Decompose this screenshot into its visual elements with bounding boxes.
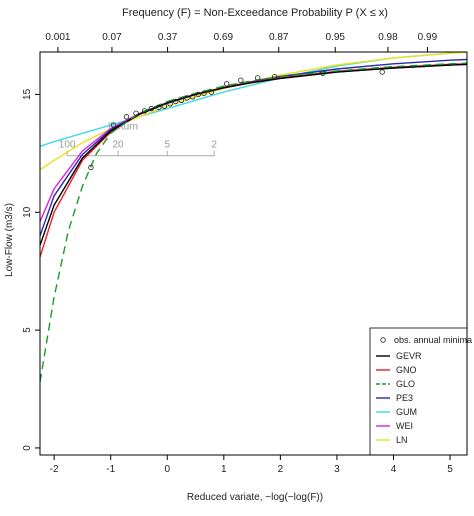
x-axis-label: Reduced variate, −log(−log(F)) [187,492,323,503]
legend-box [369,327,468,456]
series-line-gno [40,63,467,258]
top-tick-label: 0.69 [214,32,234,43]
series-line-ln [40,52,467,171]
axes: -2 -1 0 1 2 3 4 5 0 5 10 15 0.001 0.07 0.37 0.69 0.87 0.9… [22,32,453,475]
x-tick-label: 4 [391,464,397,475]
observation-point [379,69,385,75]
observation-point [201,90,207,96]
series-line-pe3 [40,58,467,237]
observation-point [123,114,130,120]
observation-point [184,95,190,101]
y-tick-label: 5 [22,327,33,333]
top-tick-label: 0.95 [326,32,346,43]
legend-symbol-obs [380,337,386,343]
legend-label-ln: LN [396,435,408,445]
top-tick-label: 0.001 [45,32,70,43]
x-tick-label: -1 [106,464,115,475]
x-tick-label: 5 [447,464,453,475]
observation-point [208,89,215,95]
observation-point [178,97,185,103]
top-tick-label: 0.98 [378,32,398,43]
observation-point [161,103,168,109]
chart-title: Frequency (F) = Non-Exceedance Probabili… [122,7,388,19]
legend-label-gum: GUM [396,407,417,417]
x-tick-label: -2 [50,464,59,475]
legend-label-obs: obs. annual minima [394,335,472,345]
observation-point [110,122,117,128]
top-tick-label: 0.99 [418,32,438,43]
x-tick-label: 0 [164,464,170,475]
y-axis-label: Low-Flow (m3/s) [4,203,15,277]
observation-point [88,164,94,171]
top-tick-label: 0.87 [269,32,289,43]
observation-point [189,94,196,100]
observation-points [88,69,385,171]
legend: obs. annual minima GEVR GNO GLO PE3 GUM WEI LN [369,327,472,456]
y-tick-label: 10 [22,206,33,218]
return-axis-title: Return [108,122,138,133]
observation-point [148,105,155,112]
observation-point [167,101,173,107]
plot-frame [39,51,468,456]
y-tick-label: 15 [22,88,33,100]
return-tick-label: 100 [59,140,76,151]
observation-point [195,91,202,98]
y-tick-label: 0 [22,445,33,451]
return-period-axis: 100 20 5 2 Return [59,122,217,157]
return-tick-label: 5 [164,140,170,151]
x-tick-label: 3 [334,464,340,475]
observation-point [172,98,179,105]
observation-point [255,75,261,81]
observation-point [272,73,278,80]
legend-label-gevr: GEVR [396,351,422,361]
observation-point [320,70,326,76]
observation-point [141,108,148,114]
x-tick-label: 1 [221,464,227,475]
return-tick-label: 20 [112,140,124,151]
x-tick-label: 2 [278,464,284,475]
legend-label-pe3: PE3 [396,393,413,403]
legend-label-gno: GNO [396,365,417,375]
observation-point [238,77,244,83]
observation-point [223,81,230,87]
legend-label-wei: WEI [396,421,413,431]
top-tick-label: 0.07 [102,32,122,43]
top-tick-label: 0.37 [158,32,178,43]
return-tick-label: 2 [211,140,217,151]
series-line-gevr [40,63,467,246]
series-line-glo [40,62,467,383]
observation-point [156,104,162,111]
legend-label-glo: GLO [396,379,415,389]
observation-point [133,110,139,116]
